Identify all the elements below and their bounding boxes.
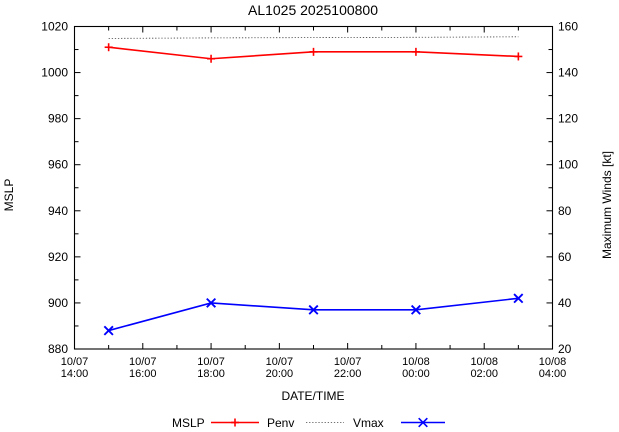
svg-text:100: 100 bbox=[558, 158, 578, 172]
svg-text:20: 20 bbox=[558, 342, 572, 356]
svg-text:16:00: 16:00 bbox=[129, 368, 157, 380]
svg-text:Penv: Penv bbox=[267, 416, 294, 430]
svg-text:980: 980 bbox=[48, 112, 68, 126]
svg-text:MSLP: MSLP bbox=[172, 416, 205, 430]
svg-text:10/07: 10/07 bbox=[334, 356, 362, 368]
svg-text:140: 140 bbox=[558, 66, 578, 80]
svg-text:900: 900 bbox=[48, 296, 68, 310]
svg-text:10/07: 10/07 bbox=[129, 356, 157, 368]
svg-text:04:00: 04:00 bbox=[539, 368, 567, 380]
svg-text:18:00: 18:00 bbox=[197, 368, 225, 380]
svg-text:940: 940 bbox=[48, 204, 68, 218]
svg-text:880: 880 bbox=[48, 342, 68, 356]
svg-text:02:00: 02:00 bbox=[470, 368, 498, 380]
svg-text:DATE/TIME: DATE/TIME bbox=[281, 389, 344, 403]
svg-text:Maximum Winds [kt]: Maximum Winds [kt] bbox=[600, 151, 614, 259]
svg-text:Vmax: Vmax bbox=[353, 416, 384, 430]
svg-text:160: 160 bbox=[558, 20, 578, 34]
svg-text:120: 120 bbox=[558, 112, 578, 126]
svg-text:1020: 1020 bbox=[41, 20, 68, 34]
svg-text:920: 920 bbox=[48, 250, 68, 264]
svg-text:00:00: 00:00 bbox=[402, 368, 430, 380]
svg-text:10/07: 10/07 bbox=[266, 356, 294, 368]
svg-text:20:00: 20:00 bbox=[266, 368, 294, 380]
svg-text:MSLP: MSLP bbox=[2, 179, 16, 212]
svg-text:1000: 1000 bbox=[41, 66, 68, 80]
svg-text:10/08: 10/08 bbox=[539, 356, 567, 368]
svg-text:40: 40 bbox=[558, 296, 572, 310]
svg-text:10/07: 10/07 bbox=[197, 356, 225, 368]
svg-text:960: 960 bbox=[48, 158, 68, 172]
svg-text:14:00: 14:00 bbox=[61, 368, 89, 380]
svg-text:10/08: 10/08 bbox=[470, 356, 498, 368]
svg-text:AL1025 2025100800: AL1025 2025100800 bbox=[248, 2, 378, 18]
svg-text:80: 80 bbox=[558, 204, 572, 218]
svg-text:10/07: 10/07 bbox=[61, 356, 89, 368]
svg-text:60: 60 bbox=[558, 250, 572, 264]
svg-text:10/08: 10/08 bbox=[402, 356, 430, 368]
svg-text:22:00: 22:00 bbox=[334, 368, 362, 380]
